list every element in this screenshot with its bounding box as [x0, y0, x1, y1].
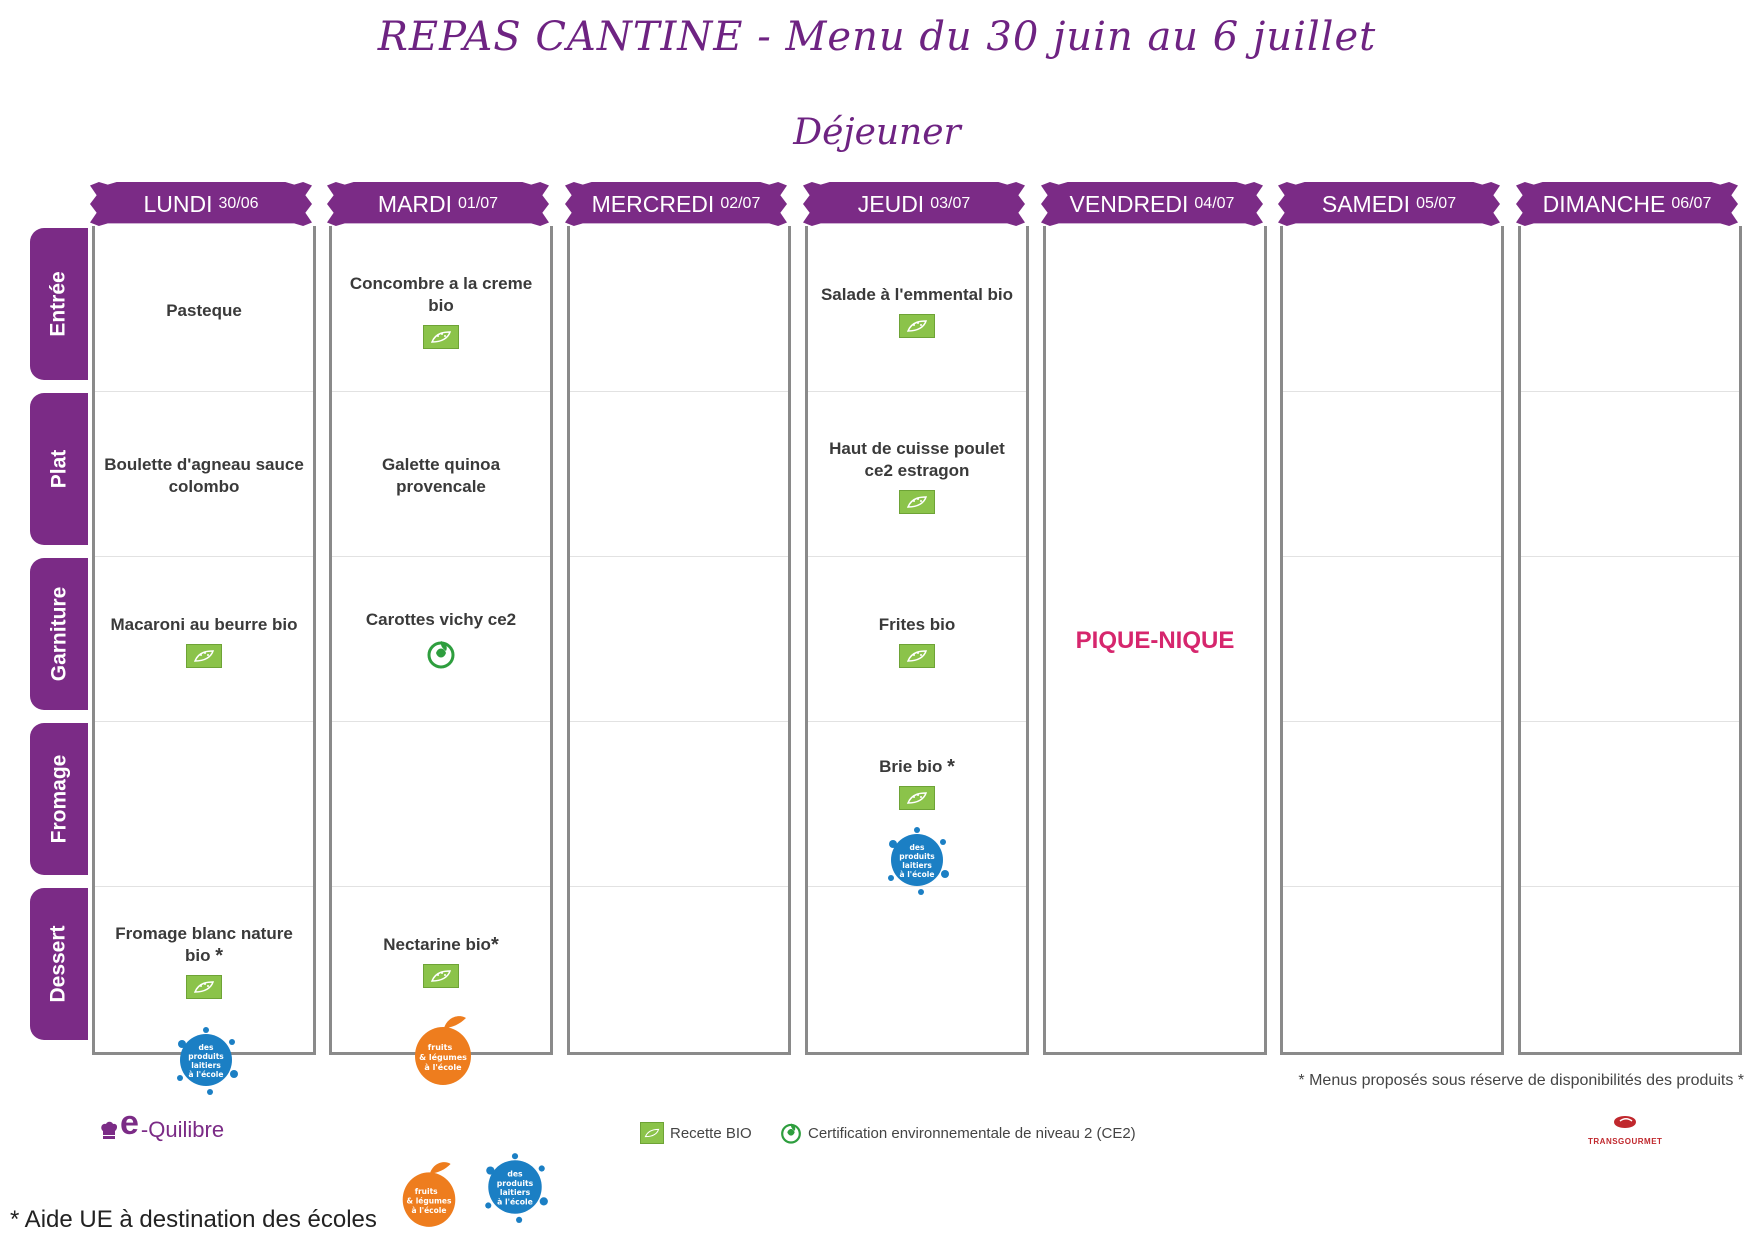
svg-text:laitiers: laitiers	[902, 861, 932, 870]
svg-text:produits: produits	[188, 1052, 224, 1061]
menu-cell-mardi-garniture: Carottes vichy ce2	[332, 576, 550, 706]
svg-text:à l'école: à l'école	[900, 870, 935, 879]
menu-cell-jeudi-entree: Salade à l'emmental bio	[808, 246, 1026, 376]
fruits-school-badge: fruits & légumes à l'école	[398, 1158, 460, 1235]
menu-cell-lundi-dessert: Fromage blanc nature bio *	[95, 906, 313, 1016]
dairy-school-badge: des produits laitiers à l'école	[170, 1024, 242, 1101]
day-column-mercredi	[567, 226, 791, 1055]
legend-bio: Recette BIO	[640, 1122, 752, 1144]
eu-aid-star: *	[490, 934, 499, 956]
day-column-samedi	[1280, 226, 1504, 1055]
day-header-jeudi: JEUDI 03/07	[803, 182, 1025, 226]
bio-leaf-icon	[186, 975, 222, 999]
dish-name: Brie bio	[879, 757, 943, 776]
day-header-mercredi: MERCREDI 02/07	[565, 182, 787, 226]
svg-text:laitiers: laitiers	[500, 1188, 531, 1197]
svg-text:fruits: fruits	[415, 1187, 438, 1196]
ce2-certification-icon	[781, 1123, 801, 1144]
dish-name: Boulette d'agneau sauce colombo	[104, 455, 304, 496]
e-quilibre-logo: e -Quilibre	[100, 1104, 224, 1143]
day-header-dimanche: DIMANCHE 06/07	[1516, 182, 1738, 226]
row-label-entree: Entrée	[30, 228, 88, 380]
svg-text:& légumes: & légumes	[419, 1052, 467, 1062]
day-header-lundi: LUNDI 30/06	[90, 182, 312, 226]
dairy-school-badge: des produits laitiers à l'école	[478, 1150, 552, 1229]
row-label-garniture: Garniture	[30, 558, 88, 710]
dish-name: Concombre a la creme bio	[349, 274, 533, 315]
bio-leaf-icon	[899, 314, 935, 338]
ce2-certification-icon	[426, 639, 456, 674]
chef-hat-icon	[101, 1121, 118, 1139]
svg-text:produits: produits	[899, 852, 935, 861]
svg-text:des: des	[910, 843, 925, 852]
menu-cell-jeudi-fromage: Brie bio * des produits laitiers à l'éco…	[808, 756, 1026, 906]
dish-name: Pasteque	[166, 301, 242, 320]
eu-aid-star: *	[215, 945, 224, 967]
bio-leaf-icon	[899, 490, 935, 514]
bio-leaf-icon	[423, 964, 459, 988]
eu-aid-star: *	[947, 756, 955, 778]
day-header-vendredi: VENDREDI 04/07	[1041, 182, 1263, 226]
menu-cell-vendredi-special: PIQUE-NIQUE	[1046, 576, 1264, 706]
day-column-vendredi: PIQUE-NIQUE	[1043, 226, 1267, 1055]
svg-text:à l'école: à l'école	[412, 1206, 447, 1215]
svg-text:à l'école: à l'école	[189, 1070, 224, 1079]
svg-text:des: des	[507, 1170, 523, 1179]
availability-disclaimer: * Menus proposés sous réserve de disponi…	[1298, 1072, 1744, 1089]
meal-subtitle: Déjeuner	[793, 112, 961, 153]
menu-cell-lundi-entree: Pasteque	[95, 246, 313, 376]
day-column-jeudi: Salade à l'emmental bio Haut de cuisse p…	[805, 226, 1029, 1055]
dish-name: Nectarine bio	[383, 935, 491, 954]
dish-name: Galette quinoa provencale	[381, 455, 501, 496]
day-header-samedi: SAMEDI 05/07	[1278, 182, 1500, 226]
menu-cell-jeudi-garniture: Frites bio	[808, 576, 1026, 706]
svg-text:laitiers: laitiers	[191, 1061, 221, 1070]
eu-aid-footnote: * Aide UE à destination des écoles	[10, 1206, 377, 1233]
dish-name: Salade à l'emmental bio	[820, 285, 1014, 304]
svg-text:à l'école: à l'école	[497, 1197, 533, 1206]
bio-leaf-icon	[899, 786, 935, 810]
dish-name: Carottes vichy ce2	[365, 609, 517, 629]
day-column-lundi: Pasteque Boulette d'agneau sauce colombo…	[92, 226, 316, 1055]
row-label-dessert: Dessert	[30, 888, 88, 1040]
bio-leaf-icon	[423, 325, 459, 349]
day-column-mardi: Concombre a la creme bio Galette quinoa …	[329, 226, 553, 1055]
bio-leaf-icon	[186, 644, 222, 668]
svg-text:des: des	[199, 1043, 214, 1052]
day-header-mardi: MARDI 01/07	[327, 182, 549, 226]
svg-text:produits: produits	[497, 1179, 534, 1188]
dish-name: Fromage blanc nature bio	[115, 924, 293, 965]
menu-cell-mardi-entree: Concombre a la creme bio	[332, 246, 550, 376]
menu-cell-lundi-plat: Boulette d'agneau sauce colombo	[95, 411, 313, 541]
dairy-school-badge: des produits laitiers à l'école	[881, 824, 953, 901]
menu-cell-mardi-plat: Galette quinoa provencale	[332, 411, 550, 541]
transgourmet-emblem-icon	[1614, 1116, 1637, 1128]
bio-leaf-icon	[899, 644, 935, 668]
transgourmet-logo: TRANSGOURMET	[1588, 1112, 1662, 1146]
pique-nique-label: PIQUE-NIQUE	[1075, 627, 1235, 654]
svg-text:à l'école: à l'école	[424, 1062, 462, 1072]
dish-name: Frites bio	[878, 615, 956, 634]
day-column-dimanche	[1518, 226, 1742, 1055]
dish-name: Macaroni au beurre bio	[110, 615, 298, 634]
legend-ce2: Certification environnementale de niveau…	[780, 1122, 1136, 1144]
row-label-plat: Plat	[30, 393, 88, 545]
row-label-fromage: Fromage	[30, 723, 88, 875]
menu-cell-jeudi-plat: Haut de cuisse poulet ce2 estragon	[808, 411, 1026, 541]
fruits-school-badge: fruits & légumes à l'école	[410, 1012, 476, 1093]
page-title: REPAS CANTINE - Menu du 30 juin au 6 jui…	[377, 14, 1377, 60]
menu-cell-lundi-garniture: Macaroni au beurre bio	[95, 576, 313, 706]
svg-text:fruits: fruits	[428, 1043, 453, 1052]
bio-leaf-icon	[640, 1122, 664, 1144]
menu-cell-mardi-dessert: Nectarine bio*	[332, 906, 550, 1016]
dish-name: Haut de cuisse poulet ce2 estragon	[829, 439, 1005, 480]
svg-text:& légumes: & légumes	[407, 1196, 452, 1205]
